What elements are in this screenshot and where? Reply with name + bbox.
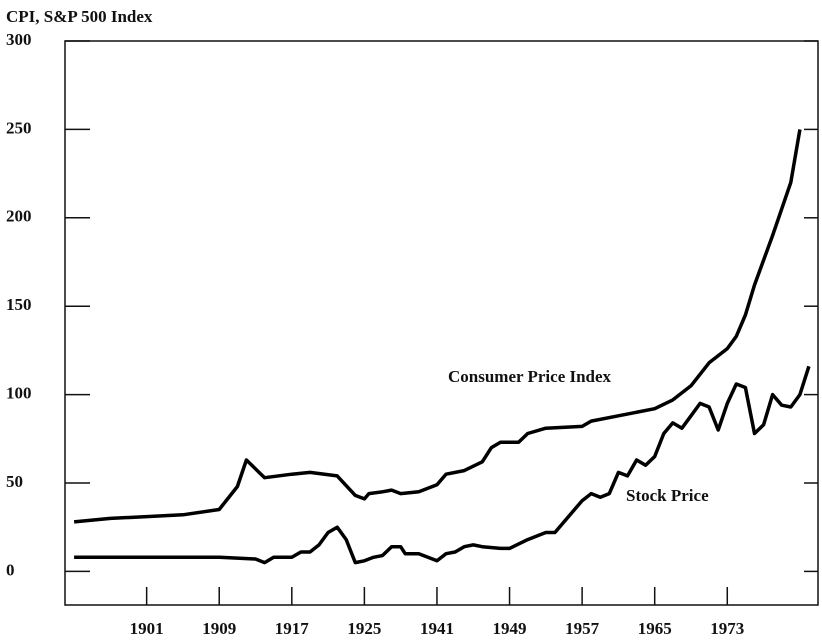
plot-frame <box>64 40 819 606</box>
x-tick-label: 1957 <box>565 619 600 638</box>
y-tick-label: 250 <box>6 118 32 137</box>
series-label: Stock Price <box>626 486 709 505</box>
y-tick-label: 150 <box>6 295 32 314</box>
x-tick-label: 1973 <box>710 619 744 638</box>
series-line <box>74 365 811 565</box>
series-label: Consumer Price Index <box>448 367 612 386</box>
y-tick-label: 50 <box>6 472 23 491</box>
x-tick-label: 1941 <box>420 619 454 638</box>
y-tick-label: 0 <box>6 560 15 579</box>
series-line <box>73 129 802 524</box>
x-tick-label: 1949 <box>493 619 527 638</box>
y-tick-label: 200 <box>6 207 32 226</box>
x-tick-label: 1909 <box>202 619 236 638</box>
x-tick-label: 1965 <box>638 619 672 638</box>
y-tick-label: 300 <box>6 30 32 49</box>
x-tick-label: 1917 <box>275 619 310 638</box>
x-tick-label: 1925 <box>347 619 381 638</box>
y-tick-label: 100 <box>6 384 32 403</box>
chart-title: CPI, S&P 500 Index <box>6 7 153 26</box>
x-tick-label: 1901 <box>130 619 164 638</box>
